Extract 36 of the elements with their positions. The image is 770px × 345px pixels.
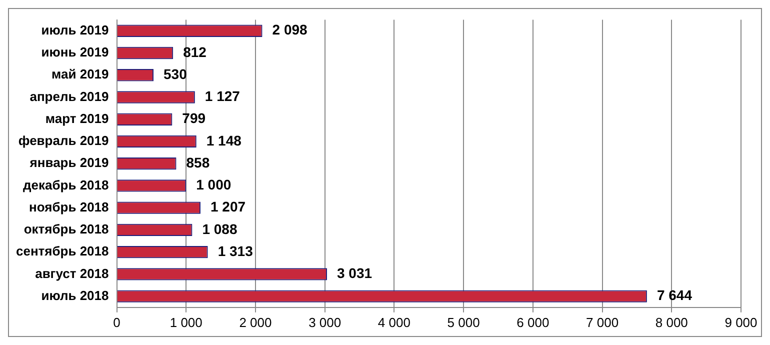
data-label: 799 — [182, 110, 206, 126]
y-tick-label: ноябрь 2018 — [29, 199, 109, 214]
data-label: 1 088 — [202, 220, 238, 237]
y-tick-label: март 2019 — [45, 110, 109, 126]
x-tick-label: 6 000 — [516, 314, 550, 330]
y-tick-label: июнь 2019 — [41, 44, 109, 60]
y-tick-label: июль 2018 — [41, 288, 109, 303]
y-tick-label: июль 2019 — [41, 22, 109, 38]
x-tick-label: 8 000 — [655, 314, 688, 330]
x-tick-label: 0 — [113, 314, 120, 330]
data-label: 530 — [164, 66, 188, 82]
data-label: 3 031 — [336, 265, 372, 282]
x-tick-label: 3 000 — [308, 314, 342, 330]
y-tick-label: октябрь 2018 — [24, 222, 109, 237]
data-label: 1 207 — [210, 198, 246, 215]
data-label: 858 — [186, 154, 210, 170]
y-tick-label: май 2019 — [52, 66, 109, 82]
x-tick-label: 2 000 — [239, 314, 272, 330]
y-tick-label: сентябрь 2018 — [16, 244, 109, 259]
x-tick-label: 1 000 — [170, 314, 202, 330]
y-tick-label: декабрь 2018 — [23, 177, 109, 192]
data-label: 2 098 — [272, 22, 308, 38]
x-tick-label: 5 000 — [447, 314, 480, 330]
data-label: 1 127 — [204, 88, 240, 104]
data-label: 1 313 — [218, 242, 254, 259]
y-tick-label: февраль 2019 — [18, 133, 109, 148]
x-tick-label: 7 000 — [586, 314, 619, 330]
data-label: 7 644 — [656, 287, 692, 304]
x-tick-label: 4 000 — [378, 314, 410, 330]
data-label: 1 000 — [196, 176, 232, 193]
x-tick-label: 9 000 — [724, 314, 758, 330]
data-label: 1 148 — [206, 132, 242, 148]
y-tick-label: апрель 2019 — [30, 88, 109, 104]
y-tick-label: август 2018 — [35, 266, 109, 281]
y-tick-label: январь 2019 — [30, 155, 109, 170]
data-label: 812 — [183, 44, 207, 60]
